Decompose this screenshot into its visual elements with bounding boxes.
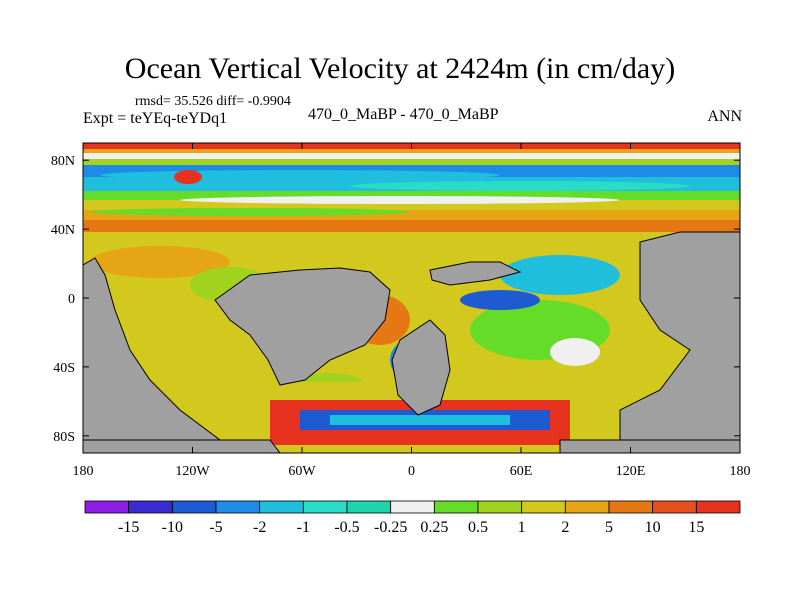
colorbar-swatch-0 xyxy=(84,500,130,514)
streak-2 xyxy=(350,181,690,191)
x-tick-label-1: 120W xyxy=(175,464,210,479)
stats-label: rmsd= 35.526 diff= -0.9904 xyxy=(135,94,291,109)
land-south-central xyxy=(214,267,391,386)
land-masses xyxy=(83,231,740,453)
map-field xyxy=(83,143,740,453)
land-north-africa-strip xyxy=(429,261,522,286)
expt-label: Expt = teYEq-teYDq1 xyxy=(83,110,228,127)
colorbar-label-6: -0.25 xyxy=(374,519,407,536)
band-north-11 xyxy=(83,232,740,252)
colorbar-label-7: 0.25 xyxy=(420,519,448,536)
x-tick-label-4: 60E xyxy=(510,464,533,479)
colorbar-label-9: 1 xyxy=(518,519,526,536)
band-north-8 xyxy=(83,200,740,210)
colorbar-label-1: -10 xyxy=(162,519,183,536)
colorbar-swatch-4 xyxy=(259,500,304,514)
x-tick-label-0: 180 xyxy=(73,464,94,479)
patch-pac-1 xyxy=(90,246,230,278)
colorbar-swatch-3 xyxy=(215,500,261,514)
land-antarctic-east xyxy=(559,439,740,453)
band-north-2 xyxy=(83,149,740,153)
y-tick-label-4: 80S xyxy=(53,430,75,445)
band-north-9 xyxy=(83,210,740,220)
colorbar-label-5: -0.5 xyxy=(334,519,359,536)
colorbar-label-8: 0.5 xyxy=(468,519,488,536)
x-tick-label-2: 60W xyxy=(288,464,316,479)
land-east xyxy=(619,231,740,453)
colorbar-swatch-13 xyxy=(652,500,697,514)
southern-cyan xyxy=(330,415,510,425)
streak-1 xyxy=(100,170,500,180)
hotspot-north xyxy=(174,170,202,184)
colorbar-label-3: -2 xyxy=(253,519,266,536)
colorbar-label-12: 10 xyxy=(645,519,661,536)
land-africa-south xyxy=(391,319,451,416)
band-north-7 xyxy=(83,191,740,200)
colorbar-label-13: 15 xyxy=(688,519,704,536)
colorbar-label-10: 2 xyxy=(561,519,569,536)
y-tick-label-0: 80N xyxy=(51,154,75,169)
y-tick-label-1: 40N xyxy=(51,223,75,238)
colorbar: -15 -10 -5 -2 -1 -0.5 -0.25 0.25 0.5 1 2 5 10 15 xyxy=(84,500,741,536)
colorbar-swatch-11 xyxy=(564,500,610,514)
colorbar-label-2: -5 xyxy=(209,519,222,536)
colorbar-swatch-1 xyxy=(128,500,173,514)
y-tick-label-2: 0 xyxy=(68,292,75,307)
colorbar-swatch-12 xyxy=(608,500,654,514)
patch-ind-blue xyxy=(460,290,540,310)
band-north-3 xyxy=(83,153,740,159)
x-tick-label-5: 120E xyxy=(616,464,646,479)
x-tick-label-6: 180 xyxy=(730,464,751,479)
x-tick-label-3: 0 xyxy=(408,464,415,479)
colorbar-swatch-5 xyxy=(302,500,348,514)
chart-title: Ocean Vertical Velocity at 2424m (in cm/… xyxy=(124,52,676,85)
axes: 180 120W 60W 0 60E 120E 180 80N 40N 0 40S 80S xyxy=(51,143,751,479)
season-label: ANN xyxy=(707,108,742,125)
colorbar-swatch-8 xyxy=(433,500,479,514)
streak-4 xyxy=(90,208,410,216)
patch-ind-white xyxy=(550,338,600,366)
band-north-10 xyxy=(83,220,740,232)
colorbar-swatch-10 xyxy=(521,500,566,514)
colorbar-label-4: -1 xyxy=(297,519,310,536)
patch-ind-1 xyxy=(500,255,620,295)
y-tick-label-3: 40S xyxy=(53,361,75,376)
colorbar-swatch-7 xyxy=(390,500,435,514)
land-antarctic-west xyxy=(83,439,281,453)
colorbar-label-11: 5 xyxy=(605,519,613,536)
colorbar-swatch-6 xyxy=(346,500,392,514)
colorbar-swatch-9 xyxy=(477,500,523,514)
land-west xyxy=(83,257,271,453)
colorbar-swatch-2 xyxy=(171,500,217,514)
colorbar-swatch-14 xyxy=(695,500,741,514)
experiment-diff-label: 470_0_MaBP - 470_0_MaBP xyxy=(308,106,499,123)
colorbar-label-0: -15 xyxy=(118,519,139,536)
band-north-4 xyxy=(83,159,740,165)
streak-3 xyxy=(180,196,620,204)
